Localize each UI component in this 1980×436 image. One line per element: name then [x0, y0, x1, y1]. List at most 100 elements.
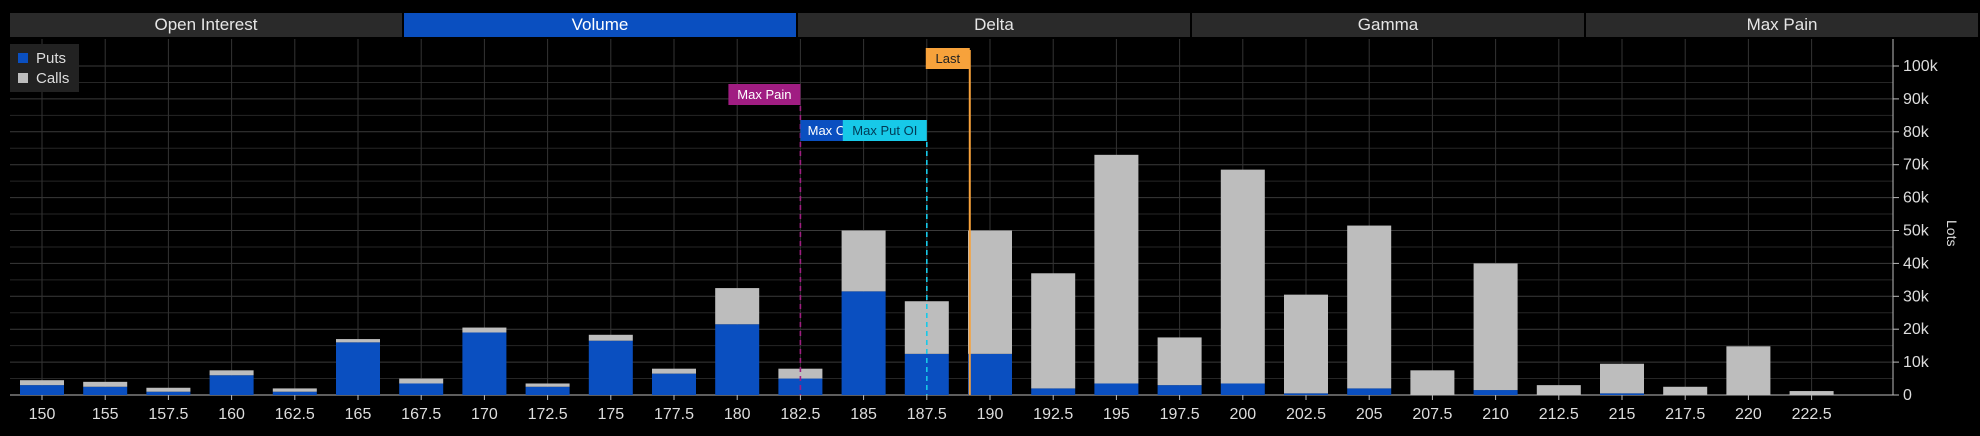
x-tick-label: 160 — [218, 406, 245, 423]
bar-calls-150 — [20, 380, 64, 386]
x-tick-label: 150 — [29, 406, 56, 423]
bar-calls-220 — [1726, 346, 1771, 395]
x-tick-label: 187.5 — [907, 406, 947, 423]
x-tick-label: 180 — [724, 406, 751, 423]
bar-puts-185 — [841, 291, 886, 395]
bar-puts-160 — [209, 375, 254, 395]
max-pain-label: Max Pain — [737, 87, 791, 102]
bar-calls-182.5 — [778, 368, 823, 379]
tab-gamma[interactable]: Gamma — [1192, 13, 1586, 37]
legend-swatch-puts — [18, 53, 28, 63]
bar-calls-202.5 — [1284, 294, 1328, 394]
y-tick-label: 0 — [1903, 387, 1912, 404]
bar-puts-170 — [462, 332, 507, 395]
x-tick-label: 155 — [92, 406, 119, 423]
x-tick-label: 162.5 — [275, 406, 315, 423]
x-tick-label: 157.5 — [148, 406, 188, 423]
x-tick-label: 172.5 — [528, 406, 568, 423]
bar-puts-177.5 — [652, 373, 696, 395]
x-tick-label: 175 — [597, 406, 624, 423]
bar-puts-202.5 — [1284, 393, 1328, 395]
last-price-label-bg — [925, 48, 970, 69]
x-tick-label: 195 — [1103, 406, 1130, 423]
bar-calls-157.5 — [146, 387, 191, 392]
bar-calls-175 — [588, 334, 633, 341]
x-tick-label: 165 — [345, 406, 372, 423]
bar-puts-205 — [1347, 388, 1392, 395]
bar-puts-210 — [1473, 390, 1518, 395]
x-tick-label: 220 — [1735, 406, 1762, 423]
y-tick-label: 30k — [1903, 288, 1930, 305]
bar-calls-195 — [1094, 154, 1139, 384]
bar-calls-222.5 — [1789, 391, 1834, 395]
bar-puts-167.5 — [399, 383, 444, 395]
x-tick-label: 190 — [977, 406, 1004, 423]
bar-calls-215 — [1600, 363, 1644, 394]
y-tick-label: 10k — [1903, 354, 1930, 371]
x-tick-label: 217.5 — [1665, 406, 1705, 423]
last-price-label: Last — [935, 51, 960, 66]
bar-calls-190 — [968, 230, 1012, 354]
bar-puts-172.5 — [525, 386, 570, 395]
y-tick-label: 80k — [1903, 124, 1930, 141]
y-axis-title: Lots — [1944, 220, 1960, 247]
bar-puts-162.5 — [272, 391, 317, 395]
y-tick-label: 20k — [1903, 321, 1930, 338]
y-tick-label: 60k — [1903, 190, 1930, 207]
tab-open-interest[interactable]: Open Interest — [10, 13, 404, 37]
bar-calls-192.5 — [1031, 273, 1076, 389]
bar-puts-165 — [336, 342, 380, 395]
bar-calls-200 — [1220, 169, 1265, 384]
bar-calls-210 — [1473, 263, 1518, 391]
bar-puts-155 — [83, 386, 128, 395]
tab-bar: Open Interest Volume Delta Gamma Max Pai… — [10, 13, 1980, 37]
bar-calls-165 — [336, 339, 380, 343]
legend-item-puts: Puts — [18, 48, 69, 68]
bar-puts-190 — [968, 353, 1012, 395]
y-tick-label: 90k — [1903, 91, 1930, 108]
x-tick-label: 207.5 — [1412, 406, 1452, 423]
tab-delta[interactable]: Delta — [798, 13, 1192, 37]
max-call-oi-label: Max C — [808, 123, 846, 138]
bar-calls-187.5 — [904, 301, 949, 354]
bar-puts-150 — [20, 385, 64, 395]
x-tick-label: 202.5 — [1286, 406, 1326, 423]
legend-label-calls: Calls — [36, 69, 70, 87]
bar-puts-175 — [588, 340, 633, 395]
bar-calls-162.5 — [272, 388, 317, 392]
x-tick-label: 170 — [471, 406, 498, 423]
tab-volume[interactable]: Volume — [404, 13, 798, 37]
legend-swatch-calls — [18, 73, 28, 83]
x-tick-label: 222.5 — [1792, 406, 1832, 423]
bar-calls-180 — [715, 288, 760, 325]
bar-calls-167.5 — [399, 378, 444, 384]
y-tick-label: 70k — [1903, 157, 1930, 174]
x-tick-label: 197.5 — [1160, 406, 1200, 423]
legend-label-puts: Puts — [36, 49, 67, 67]
x-tick-label: 192.5 — [1033, 406, 1073, 423]
x-tick-label: 200 — [1229, 406, 1256, 423]
bar-calls-207.5 — [1410, 370, 1455, 395]
x-tick-label: 167.5 — [401, 406, 441, 423]
bar-calls-197.5 — [1157, 337, 1202, 386]
max-put-oi-label-bg — [842, 120, 927, 141]
bar-calls-172.5 — [525, 383, 570, 387]
x-tick-label: 185 — [850, 406, 877, 423]
bar-puts-200 — [1220, 383, 1265, 395]
bar-calls-160 — [209, 370, 254, 376]
bar-calls-170 — [462, 327, 507, 333]
bar-calls-217.5 — [1663, 386, 1708, 395]
max-put-oi-label: Max Put OI — [852, 123, 917, 138]
y-tick-label: 100k — [1903, 58, 1939, 75]
bar-puts-195 — [1094, 383, 1139, 395]
x-tick-label: 215 — [1609, 406, 1636, 423]
bar-calls-177.5 — [652, 368, 696, 374]
max-pain-label-bg — [728, 84, 801, 105]
y-tick-label: 40k — [1903, 255, 1930, 272]
bar-puts-197.5 — [1157, 385, 1202, 395]
chart-legend: Puts Calls — [10, 44, 80, 92]
tab-max-pain[interactable]: Max Pain — [1586, 13, 1980, 37]
bar-puts-215 — [1600, 393, 1644, 395]
x-tick-label: 182.5 — [780, 406, 820, 423]
